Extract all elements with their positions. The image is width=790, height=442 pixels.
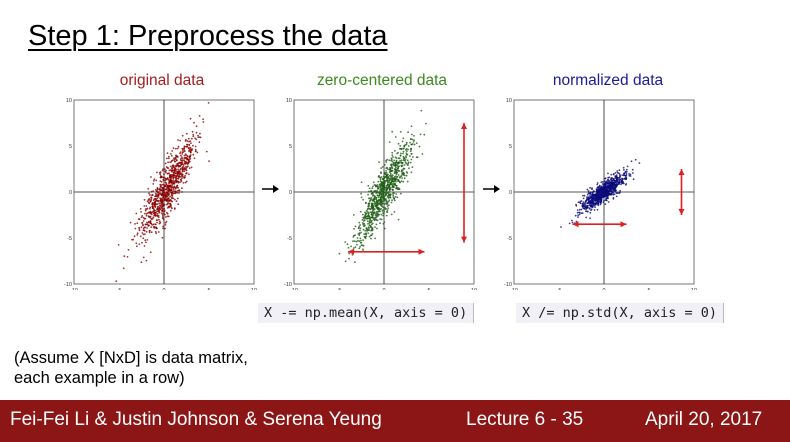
code-mean-subtraction: X -= np.mean(X, axis = 0)	[258, 303, 475, 323]
y-tick-label: 10	[286, 98, 292, 104]
footer-date: April 20, 2017	[645, 409, 763, 430]
x-tick-label: -5	[117, 288, 122, 290]
code-std-normalization: X /= np.std(X, axis = 0)	[516, 303, 725, 323]
y-tick-label: -5	[67, 236, 72, 242]
x-tick-label: 0	[162, 288, 165, 290]
y-tick-label: 10	[506, 98, 512, 104]
assumption-note: (Assume X [NxD] is data matrix, each exa…	[14, 348, 248, 388]
right-arrow-icon	[483, 185, 500, 193]
y-tick-label: -10	[284, 282, 292, 288]
vertical-spread-arrow	[678, 169, 685, 215]
y-tick-label: -10	[504, 282, 512, 288]
vertical-spread-arrow	[461, 123, 467, 243]
y-tick-label: 0	[69, 190, 72, 196]
plot-title-normalized: normalized data	[552, 72, 664, 89]
x-tick-label: 0	[602, 288, 605, 290]
x-tick-label: -5	[557, 288, 562, 290]
slide-title: Step 1: Preprocess the data	[28, 20, 388, 52]
scatter-points	[560, 158, 641, 228]
note-line-2: each example in a row)	[14, 369, 185, 387]
scatter-plot-zero-centered: -10 -5 0 5 10 10 5 0 -5 -10	[284, 98, 477, 290]
x-tick-label: -10	[70, 288, 78, 290]
x-tick-label: 0	[382, 288, 385, 290]
scatter-points	[115, 102, 210, 283]
x-tick-label: 10	[691, 288, 697, 290]
y-tick-label: -5	[507, 236, 512, 242]
x-tick-label: 10	[251, 288, 257, 290]
horizontal-spread-arrow	[348, 248, 425, 255]
y-tick-label: 0	[509, 190, 512, 196]
y-tick-label: 0	[289, 190, 292, 196]
plot-title-original: original data	[119, 72, 205, 89]
x-tick-label: -10	[510, 288, 518, 290]
x-tick-label: 5	[647, 288, 650, 290]
x-tick-label: -10	[290, 288, 298, 290]
horizontal-spread-arrow	[572, 221, 627, 228]
x-tick-label: 5	[427, 288, 430, 290]
scatter-plot-normalized: -10 -5 0 5 10 10 5 0 -5 -10	[504, 98, 697, 290]
x-tick-label: 10	[471, 288, 477, 290]
scatter-points	[338, 109, 427, 264]
right-arrow-icon	[262, 185, 279, 193]
scatter-plot-original: -10 -5 0 5 10 10 5 0 -5 -10	[64, 98, 257, 290]
x-tick-label: -5	[337, 288, 342, 290]
footer-bar: Fei-Fei Li & Justin Johnson & Serena Yeu…	[0, 400, 790, 442]
y-tick-label: 5	[69, 144, 72, 150]
y-tick-label: 10	[66, 98, 72, 104]
y-tick-label: -5	[287, 236, 292, 242]
footer-authors: Fei-Fei Li & Justin Johnson & Serena Yeu…	[10, 409, 382, 430]
note-line-1: (Assume X [NxD] is data matrix,	[14, 349, 248, 367]
y-tick-label: -10	[64, 282, 72, 288]
x-tick-label: 5	[207, 288, 210, 290]
plot-title-zero-centered: zero-centered data	[316, 72, 448, 89]
footer-lecture: Lecture 6 - 35	[466, 409, 584, 430]
y-tick-label: 5	[289, 144, 292, 150]
y-tick-label: 5	[509, 144, 512, 150]
